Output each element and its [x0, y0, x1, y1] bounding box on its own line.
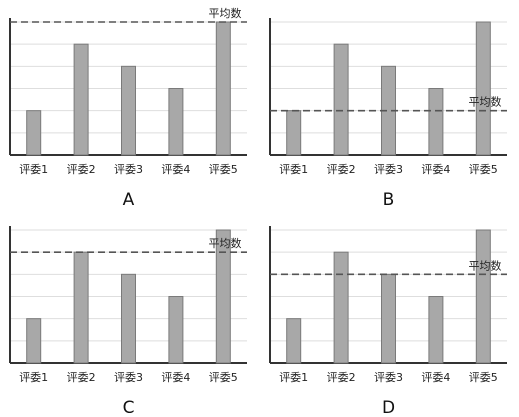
tick-label: 评委4	[161, 371, 190, 384]
bar-3	[121, 65, 136, 156]
tick-label: 评委3	[374, 163, 403, 176]
bar-3	[121, 273, 136, 364]
tick-label: 评委1	[279, 163, 308, 176]
tick-label: 评委5	[209, 163, 238, 176]
tick-label: 评委1	[19, 371, 48, 384]
tick-label: 评委3	[374, 371, 403, 384]
bar-5	[475, 21, 491, 156]
panel-label-d: D	[382, 398, 395, 417]
chart-panel-d: 评委1 评委2 评委3 评委4 评委5 平均数 D	[260, 208, 519, 417]
bar-4	[168, 88, 184, 156]
bar-5	[215, 229, 231, 364]
average-label: 平均数	[209, 237, 242, 250]
bar-1	[26, 318, 42, 364]
average-label: 平均数	[469, 259, 502, 272]
average-label: 平均数	[469, 96, 502, 109]
chart-a-svg: 评委1 评委2 评委3 评委4 评委5 平均数 A	[9, 7, 247, 210]
bar-5	[215, 21, 231, 156]
tick-label: 评委5	[469, 163, 498, 176]
bar-4	[428, 88, 444, 156]
bar-2	[333, 251, 349, 364]
chart-panel-b: 评委1 评委2 评委3 评委4 评委5 平均数 B	[260, 0, 519, 210]
tick-label: 评委2	[67, 163, 96, 176]
chart-b-svg: 评委1 评委2 评委3 评委4 评委5 平均数 B	[269, 18, 507, 210]
bar-2	[333, 43, 349, 156]
bar-5	[475, 229, 491, 364]
bar-2	[73, 251, 89, 364]
tick-label: 评委5	[469, 371, 498, 384]
panel-label-a: A	[123, 190, 135, 210]
bar-4	[428, 296, 444, 364]
tick-label: 评委2	[327, 371, 356, 384]
tick-label: 评委1	[279, 371, 308, 384]
bar-4	[168, 296, 184, 364]
tick-label: 评委2	[327, 163, 356, 176]
chart-c-svg: 评委1 评委2 评委3 评委4 评委5 平均数 C	[9, 226, 247, 417]
tick-label: 评委4	[421, 371, 450, 384]
bar-3	[381, 273, 396, 364]
tick-label: 评委5	[209, 371, 238, 384]
tick-label: 评委3	[114, 371, 143, 384]
panel-label-b: B	[383, 190, 395, 210]
bar-1	[26, 110, 42, 156]
bar-1	[286, 318, 302, 364]
tick-label: 评委3	[114, 163, 143, 176]
chart-panel-c: 评委1 评委2 评委3 评委4 评委5 平均数 C	[0, 208, 259, 417]
tick-label: 评委1	[19, 163, 48, 176]
panel-label-c: C	[123, 398, 135, 417]
average-label: 平均数	[209, 7, 242, 20]
bar-2	[73, 43, 89, 156]
tick-label: 评委2	[67, 371, 96, 384]
bar-1	[286, 110, 302, 156]
chart-d-svg: 评委1 评委2 评委3 评委4 评委5 平均数 D	[269, 226, 507, 417]
tick-label: 评委4	[161, 163, 190, 176]
tick-label: 评委4	[421, 163, 450, 176]
chart-panel-a: 评委1 评委2 评委3 评委4 评委5 平均数 A	[0, 0, 259, 210]
